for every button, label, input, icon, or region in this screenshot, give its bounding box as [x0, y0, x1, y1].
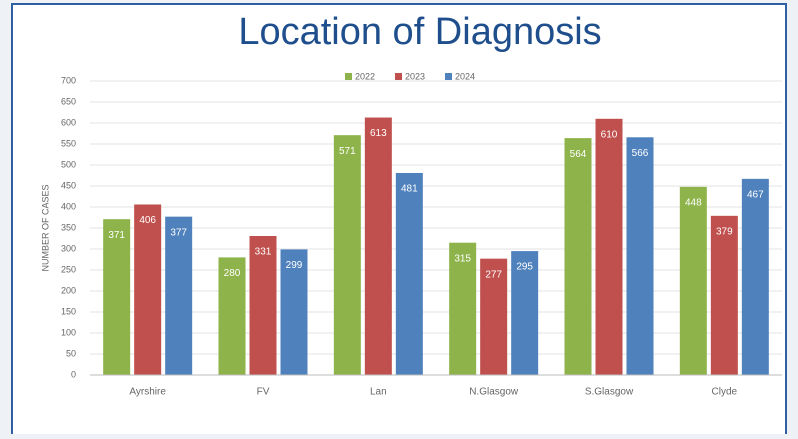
data-label: 379 [716, 226, 733, 237]
data-label: 277 [485, 269, 502, 280]
data-label: 371 [108, 230, 125, 241]
bar [395, 172, 423, 375]
data-label: 295 [516, 262, 533, 273]
y-tick-label: 100 [61, 327, 76, 337]
y-tick-label: 700 [61, 75, 76, 85]
bar [564, 138, 592, 375]
y-tick-label: 450 [61, 180, 76, 190]
y-tick-label: 0 [71, 369, 76, 379]
y-tick-label: 650 [61, 96, 76, 106]
data-label: 571 [339, 146, 356, 157]
bar [103, 219, 131, 375]
data-label: 315 [454, 253, 471, 264]
data-label: 377 [170, 227, 187, 238]
legend-label: 2024 [455, 71, 475, 81]
legend-swatch [445, 73, 452, 80]
data-label: 467 [747, 190, 764, 201]
data-label: 299 [286, 260, 303, 271]
bar [679, 186, 707, 375]
legend-swatch [395, 73, 402, 80]
x-tick-label: S.Glasgow [585, 387, 634, 398]
bar [710, 215, 738, 375]
data-label: 280 [224, 268, 241, 279]
legend-label: 2023 [405, 71, 425, 81]
data-label: 613 [370, 128, 387, 139]
y-tick-label: 250 [61, 264, 76, 274]
bar [480, 258, 508, 375]
y-tick-label: 50 [66, 348, 76, 358]
bar [165, 216, 193, 375]
bar [741, 178, 769, 375]
bar [449, 242, 477, 375]
bar [134, 204, 162, 375]
x-tick-label: N.Glasgow [469, 387, 519, 398]
bar [595, 118, 623, 376]
data-label: 564 [570, 149, 587, 160]
bar [364, 117, 392, 375]
y-tick-label: 600 [61, 117, 76, 127]
data-label: 481 [401, 184, 418, 195]
data-label: 406 [139, 215, 156, 226]
bar [511, 251, 539, 375]
bar [626, 137, 654, 375]
legend-label: 2022 [355, 71, 375, 81]
x-tick-label: Lan [370, 387, 387, 398]
bar [218, 257, 246, 375]
legend-swatch [345, 73, 352, 80]
data-label: 331 [255, 247, 272, 258]
x-tick-label: Clyde [712, 387, 738, 398]
data-label: 566 [632, 148, 649, 159]
chart-title: Location of Diagnosis [238, 11, 601, 53]
data-label: 448 [685, 197, 702, 208]
x-tick-label: FV [257, 387, 270, 398]
y-tick-label: 200 [61, 285, 76, 295]
y-tick-label: 400 [61, 201, 76, 211]
y-tick-label: 300 [61, 243, 76, 253]
y-tick-label: 150 [61, 306, 76, 316]
x-tick-label: Ayrshire [129, 387, 166, 398]
bar [280, 249, 308, 375]
y-tick-label: 550 [61, 138, 76, 148]
y-tick-label: 500 [61, 159, 76, 169]
y-axis-label: NUMBER OF CASES [40, 184, 50, 271]
bar [333, 135, 361, 375]
bar [249, 235, 277, 375]
y-tick-label: 350 [61, 222, 76, 232]
data-label: 610 [601, 129, 618, 140]
